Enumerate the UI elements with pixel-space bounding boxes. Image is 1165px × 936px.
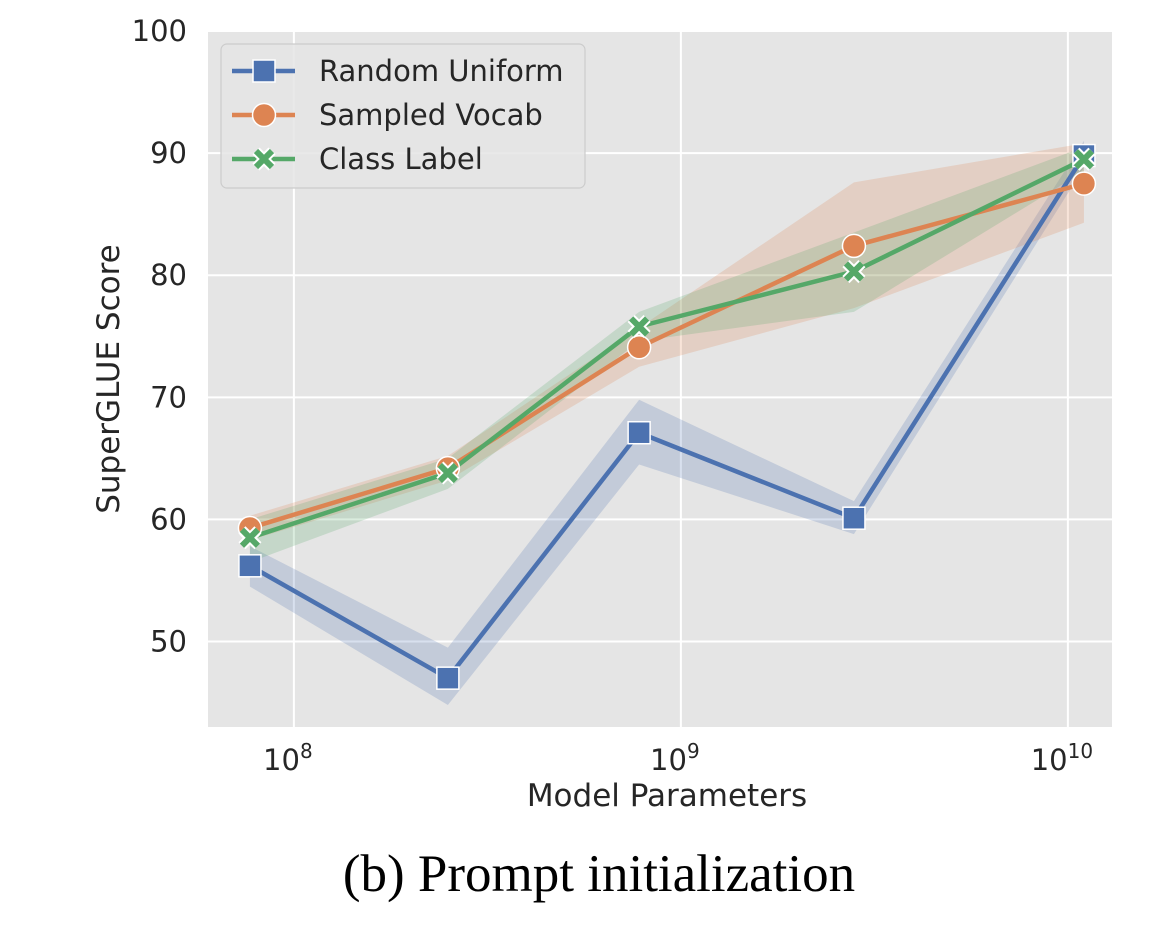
class-label-point xyxy=(842,260,866,284)
marker-cross xyxy=(843,261,865,282)
series-markers xyxy=(237,143,1097,690)
y-tick-label: 50 xyxy=(150,625,187,659)
x-tick-label: 108 xyxy=(263,739,313,777)
y-tick-label: 100 xyxy=(132,14,187,48)
y-tick-label: 70 xyxy=(150,380,187,414)
grid xyxy=(208,30,1112,727)
sampled-vocab-point xyxy=(626,335,652,360)
legend-marker xyxy=(251,102,277,128)
confidence-bands xyxy=(249,140,1084,706)
marker-cross xyxy=(628,316,650,337)
legend-marker xyxy=(252,59,276,83)
legend-marker xyxy=(252,147,276,171)
legend-entry-sampled-vocab: Sampled Vocab xyxy=(232,98,543,132)
y-axis-label: SuperGLUE Score xyxy=(91,244,127,514)
legend-entry-random-uniform: Random Uniform xyxy=(232,54,564,88)
random-uniform-band xyxy=(249,140,1084,706)
legend-entry-class-label: Class Label xyxy=(232,142,483,176)
legend: Random Uniform Sampled Vocab Class Label xyxy=(220,43,586,189)
random-uniform-point xyxy=(238,554,262,578)
class-label-point xyxy=(627,314,651,339)
random-uniform-point xyxy=(627,420,651,445)
x-tick-label: 109 xyxy=(650,739,700,777)
class-label-band xyxy=(249,147,1084,563)
legend-label: Random Uniform xyxy=(319,54,564,88)
sampled-vocab-point xyxy=(841,233,867,259)
marker-cross xyxy=(253,148,275,170)
y-tick-label: 80 xyxy=(150,258,187,292)
marker-cross xyxy=(239,527,261,548)
y-tick-label: 60 xyxy=(150,502,187,536)
sampled-vocab-band xyxy=(249,143,1084,541)
random-uniform-point xyxy=(436,666,460,690)
x-axis-label: Model Parameters xyxy=(527,778,807,814)
class-label-point xyxy=(238,526,262,550)
marker-cross xyxy=(1073,149,1095,170)
x-tick-label: 1010 xyxy=(1031,739,1093,777)
marker-cross xyxy=(437,462,458,484)
y-tick-label: 90 xyxy=(150,136,187,170)
random-uniform-point xyxy=(842,506,866,530)
class-label-point xyxy=(1072,147,1096,171)
figure-caption: (b) Prompt initialization xyxy=(343,845,855,903)
legend-box xyxy=(220,43,586,189)
legend-label: Sampled Vocab xyxy=(319,98,543,132)
sampled-vocab-point xyxy=(1071,171,1097,196)
class-label-point xyxy=(436,461,460,485)
tick-labels: 50 60 70 80 90 100 108 109 1010 xyxy=(132,14,1093,777)
legend-label: Class Label xyxy=(319,142,483,176)
